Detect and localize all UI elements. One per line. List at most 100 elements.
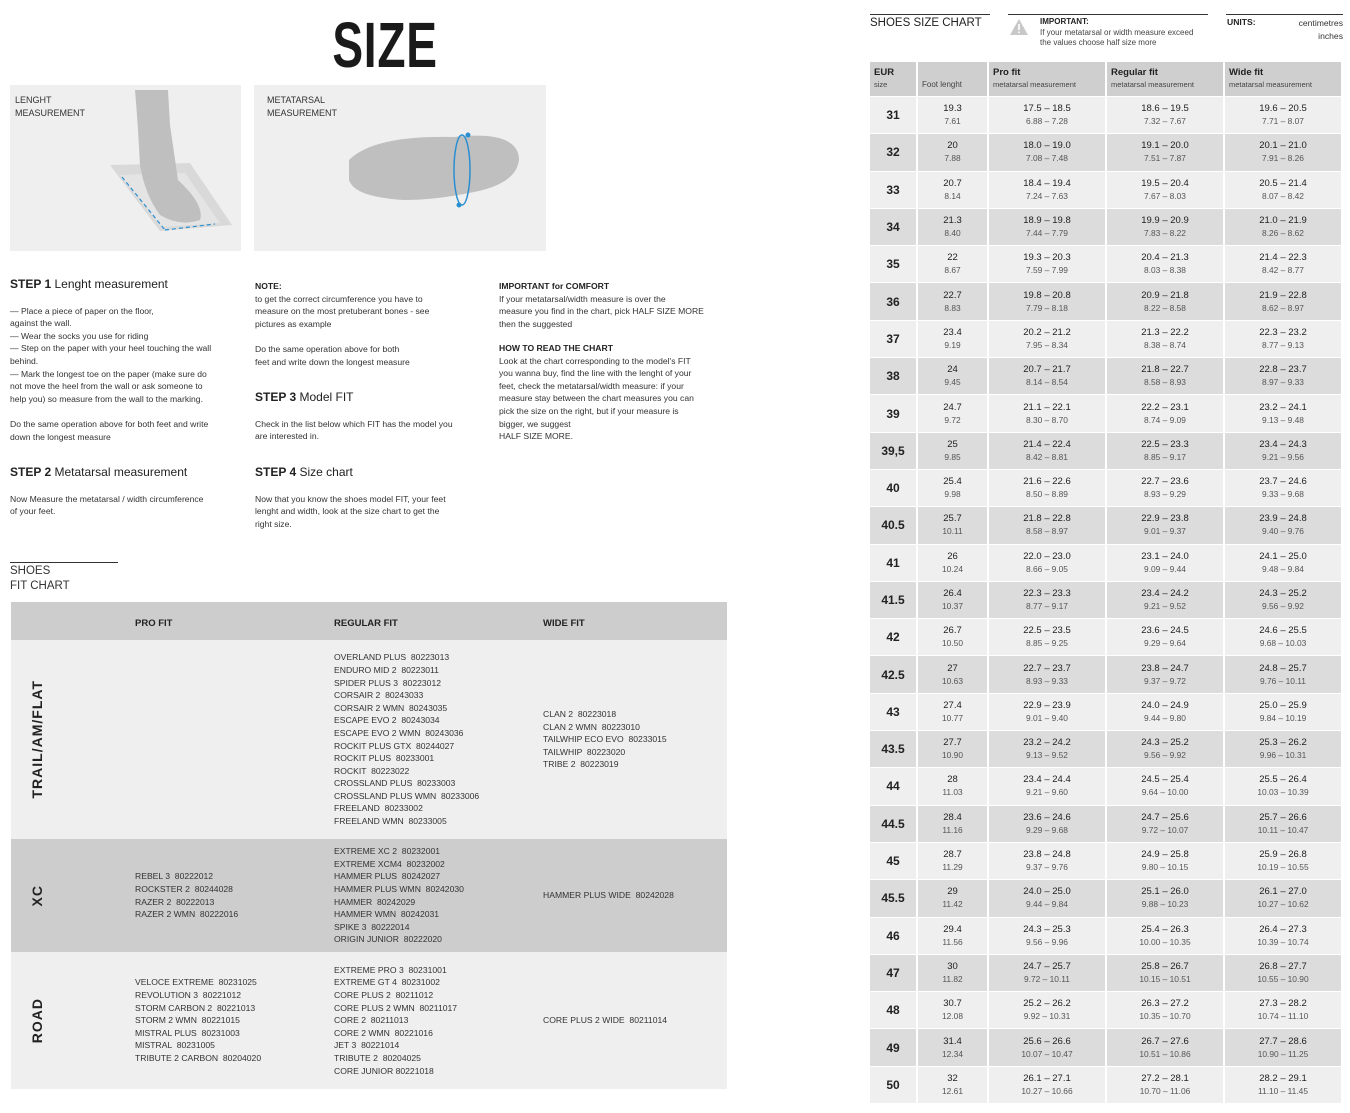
size-cell: 25.8 – 26.7 10.15 – 10.51 <box>1107 954 1225 993</box>
value-cm: 22.2 – 23.1 <box>1141 401 1189 413</box>
value-cm: 28.4 <box>943 811 962 823</box>
model: VELOCE EXTREME 80231025 <box>135 977 257 988</box>
size-cell: 22.0 – 23.0 8.66 – 9.05 <box>989 544 1107 582</box>
model: HAMMER PLUS WIDE 80242028 <box>543 890 674 901</box>
value-cm: 19.6 – 20.5 <box>1259 103 1307 115</box>
text-line: against the wall. <box>10 318 72 329</box>
image-label: LENGHT MEASUREMENT <box>15 94 85 120</box>
value-in: 8.14 <box>944 190 961 201</box>
size-cell: 27.2 – 28.1 10.70 – 11.06 <box>1107 1066 1225 1105</box>
model: FREELAND WMN 80233005 <box>334 816 447 827</box>
category-cell: ROAD <box>11 952 135 1089</box>
eur-size: 41 <box>886 555 900 570</box>
value-cm: 24 <box>947 364 958 376</box>
instruction-block: HOW TO READ THE CHART Look at the chart c… <box>499 342 735 455</box>
metatarsal-image: METATARSAL MEASUREMENT <box>254 85 546 251</box>
value-in: 10.39 – 10.74 <box>1257 936 1309 947</box>
size-cell: 27.7 – 28.6 10.90 – 11.25 <box>1225 1029 1343 1067</box>
value-cm: 19.8 – 20.8 <box>1023 289 1071 301</box>
value-cm: 25.6 – 26.6 <box>1023 1035 1071 1047</box>
paragraph: If your metatarsal/width measure is over… <box>499 293 735 331</box>
paragraph: Now Measure the metatarsal / width circu… <box>10 493 246 518</box>
value-cm: 27 <box>947 662 958 674</box>
model: CROSSLAND PLUS WMN 80233006 <box>334 790 480 801</box>
size-cell: 18.4 – 19.4 7.24 – 7.63 <box>989 171 1107 209</box>
model: CROSSLAND PLUS 80233003 <box>334 778 456 789</box>
model: HAMMER PLUS 80242027 <box>334 871 441 882</box>
size-cell: 35 <box>870 246 918 284</box>
value-cm: 24.3 – 25.2 <box>1259 588 1307 599</box>
unit: centimetres <box>1298 18 1343 28</box>
value-cm: 24.0 – 25.0 <box>1023 886 1071 898</box>
fit-row: XC REBEL 3 80222012 ROCKSTER 2 80244028 RAZ… <box>11 839 727 952</box>
value-cm: 18.6 – 19.5 <box>1141 103 1189 115</box>
size-row: 43.5 27.7 10.90 23.2 – 24.2 9.13 – 9.52 24.3 … <box>870 731 1343 769</box>
value-cm: 24.3 – 25.2 <box>1141 737 1189 749</box>
value-in: 8.14 – 8.54 <box>1026 377 1068 388</box>
eur-size: 43 <box>886 704 900 719</box>
value-cm: 29.4 <box>943 923 962 935</box>
value-in: 7.67 – 8.03 <box>1144 190 1186 201</box>
value-cm: 24.8 – 25.7 <box>1259 662 1307 674</box>
size-cell: 36 <box>870 283 918 321</box>
size-cell: 20.7 – 21.7 8.14 – 8.54 <box>989 358 1107 396</box>
value-in: 9.72 – 10.11 <box>1024 973 1070 984</box>
eur-size: 40 <box>886 481 900 496</box>
value-cm: 20.4 – 21.3 <box>1141 252 1189 264</box>
value-in: 8.66 – 9.05 <box>1026 563 1068 574</box>
size-cell: 24.7 – 25.6 9.72 – 10.07 <box>1107 805 1225 843</box>
value-cm: 31.4 <box>943 1035 962 1047</box>
model: ROCKIT PLUS 80233001 <box>334 753 435 764</box>
header-cell: Pro fit metatarsal measurement <box>989 62 1107 97</box>
value-in: 8.50 – 8.89 <box>1026 489 1068 500</box>
value-cm: 23.9 – 24.8 <box>1259 513 1307 525</box>
important-line: If your metatarsal or width measure exce… <box>1040 27 1194 37</box>
value-in: 8.77 – 9.17 <box>1026 601 1068 611</box>
size-row: 47 30 11.82 24.7 – 25.7 9.72 – 10.11 25.8 – 2… <box>870 954 1343 993</box>
text-line: pick the size on the right, but if your … <box>499 405 679 416</box>
size-cell: 33 <box>870 171 918 209</box>
instruction-block: STEP 2 Metatarsal measurement Now Measure… <box>10 466 246 530</box>
header-sub: metatarsal measurement <box>1111 80 1194 89</box>
size-row: 31 19.3 7.61 17.5 – 18.5 6.88 – 7.28 18.6 – 1… <box>870 97 1343 135</box>
size-cell: 20.1 – 21.0 7.91 – 8.26 <box>1225 134 1343 172</box>
size-cell: 19.3 7.61 <box>918 97 989 135</box>
value-cm: 25.7 – 26.6 <box>1259 811 1307 823</box>
value-in: 9.98 <box>944 489 961 500</box>
model: CORE PLUS 2 WIDE 80211014 <box>543 1015 668 1026</box>
value-cm: 23.4 – 24.4 <box>1023 774 1071 786</box>
model: TRIBUTE 2 80204025 <box>334 1052 421 1063</box>
text-line: of your feet. <box>10 506 56 517</box>
size-cell: 19.5 – 20.4 7.67 – 8.03 <box>1107 171 1225 209</box>
value-in: 9.68 – 10.03 <box>1259 638 1307 649</box>
value-cm: 23.4 – 24.2 <box>1141 588 1189 599</box>
header-title: EUR <box>874 67 895 78</box>
value-in: 10.27 – 10.66 <box>1021 1085 1073 1096</box>
size-cell: 45.5 <box>870 880 918 918</box>
title-line: SHOES <box>10 565 51 577</box>
value-cm: 21.4 – 22.3 <box>1259 252 1307 264</box>
text-line: measure on the most pretuberant bones - … <box>255 306 430 317</box>
size-row: 48 30.7 12.08 25.2 – 26.2 9.92 – 10.31 26.3 –… <box>870 992 1343 1030</box>
step-heading: STEP 1 Lenght measurement <box>10 278 246 291</box>
value-in: 12.08 <box>942 1011 963 1022</box>
size-cell: 21.9 – 22.8 8.62 – 8.97 <box>1225 283 1343 321</box>
size-cell: 31 <box>870 97 918 135</box>
value-cm: 20.9 – 21.8 <box>1141 289 1189 301</box>
value-in: 11.82 <box>942 973 963 984</box>
value-in: 9.29 – 9.68 <box>1026 824 1068 835</box>
model: TAILWHIP 80223020 <box>543 746 626 757</box>
size-cell: 50 <box>870 1066 918 1105</box>
value-cm: 24.7 – 25.6 <box>1141 811 1189 823</box>
size-cell: 25.4 – 26.3 10.00 – 10.35 <box>1107 917 1225 955</box>
size-row: 36 22.7 8.83 19.8 – 20.8 7.79 – 8.18 20.9 – 2… <box>870 283 1343 321</box>
size-cell: 22.3 – 23.2 8.77 – 9.13 <box>1225 320 1343 359</box>
size-cell: 19.9 – 20.9 7.83 – 8.22 <box>1107 208 1225 247</box>
value-in: 7.61 <box>944 116 961 127</box>
model: EXTREME XC 2 80232001 <box>334 846 441 857</box>
value-cm: 20.7 – 21.7 <box>1023 364 1071 376</box>
value-in: 10.51 – 10.86 <box>1139 1048 1191 1059</box>
text-line: — Wear the socks you use for riding <box>10 330 149 341</box>
model: CORSAIR 2 WMN 80243035 <box>334 702 448 713</box>
value-cm: 23.8 – 24.8 <box>1023 849 1071 861</box>
